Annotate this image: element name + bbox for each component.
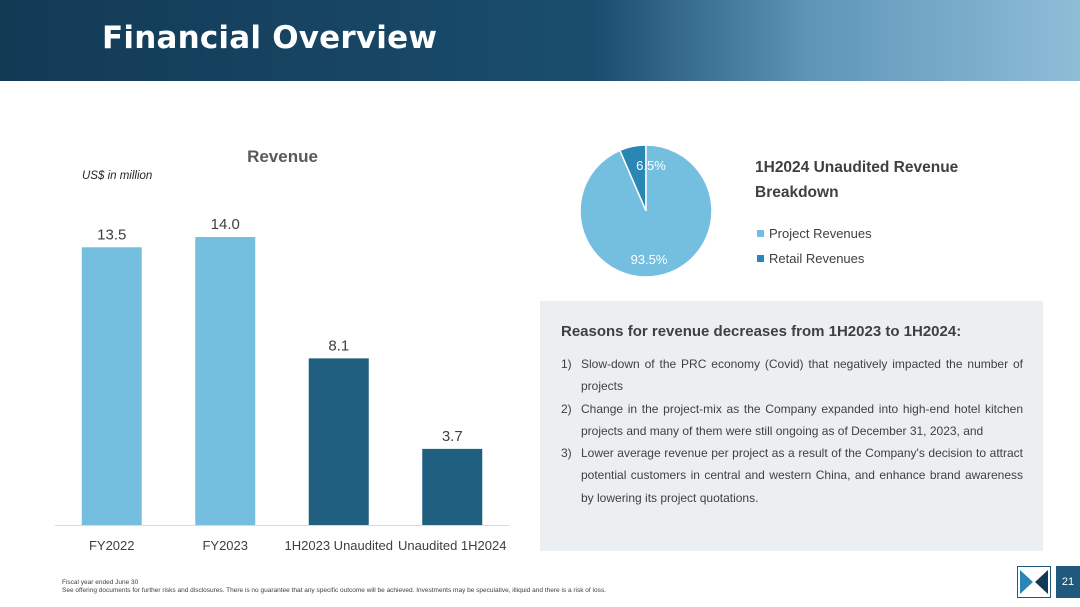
- bar-fy2022: [81, 247, 142, 526]
- footer-disclaimer: Fiscal year ended June 30 See offering d…: [62, 579, 606, 595]
- pie-label-project: 93.5%: [631, 252, 668, 267]
- x-tick-label: FY2023: [202, 538, 248, 553]
- bar-chart-title: Revenue: [247, 147, 318, 166]
- reason-number: 3): [561, 446, 572, 461]
- revenue-pie-chart: 6.5% 93.5%: [579, 144, 713, 278]
- bar-value-label: 13.5: [97, 226, 126, 243]
- bar-chart-unit-label: US$ in million: [82, 170, 153, 182]
- legend-item-project: Project Revenues: [757, 226, 872, 241]
- reason-text: Lower average revenue per project as a r…: [581, 446, 1023, 505]
- legend-label-retail: Retail Revenues: [769, 251, 865, 266]
- footer-line-fiscal: Fiscal year ended June 30: [62, 579, 139, 586]
- x-tick-label: FY2022: [89, 538, 135, 553]
- company-logo-icon: [1017, 566, 1051, 598]
- pie-chart-title: 1H2024 Unaudited Revenue Breakdown: [755, 159, 959, 201]
- reason-text: Change in the project-mix as the Company…: [581, 401, 1023, 438]
- reason-number: 2): [561, 401, 572, 416]
- bar-unaudited-1h2024: [422, 448, 483, 525]
- reason-text: Slow-down of the PRC economy (Covid) tha…: [581, 357, 1023, 394]
- page-number: 21: [1056, 566, 1080, 598]
- bar-value-label: 8.1: [328, 337, 349, 354]
- title-banner: Financial Overview: [0, 0, 1080, 81]
- reasons-panel: Reasons for revenue decreases from 1H202…: [540, 301, 1043, 551]
- reasons-list: 1) Slow-down of the PRC economy (Covid) t…: [561, 353, 1023, 509]
- reason-item: 3) Lower average revenue per project as a…: [561, 442, 1023, 509]
- x-tick-label: Unaudited 1H2024: [398, 538, 506, 553]
- legend-swatch-project: [757, 230, 764, 238]
- legend-label-project: Project Revenues: [769, 226, 872, 241]
- reason-number: 1): [561, 357, 572, 371]
- footer-line-disclosure: See offering documents for further risks…: [62, 587, 606, 594]
- reason-item: 1) Slow-down of the PRC economy (Covid) t…: [561, 353, 1023, 398]
- reason-item: 2) Change in the project-mix as the Compa…: [561, 398, 1023, 443]
- page-title: Financial Overview: [102, 20, 438, 56]
- legend-swatch-retail: [757, 255, 764, 263]
- bar-value-label: 14.0: [211, 216, 240, 233]
- pie-label-retail: 6.5%: [636, 158, 666, 173]
- x-tick-label: 1H2023 Unaudited: [285, 538, 393, 553]
- bar-fy2023: [195, 237, 256, 525]
- pie-slice-project-revenues: [579, 144, 713, 278]
- bar-1h2023-unaudited: [308, 358, 369, 525]
- reasons-title: Reasons for revenue decreases from 1H202…: [561, 323, 962, 340]
- bar-value-label: 3.7: [442, 428, 463, 445]
- legend-item-retail: Retail Revenues: [757, 251, 864, 266]
